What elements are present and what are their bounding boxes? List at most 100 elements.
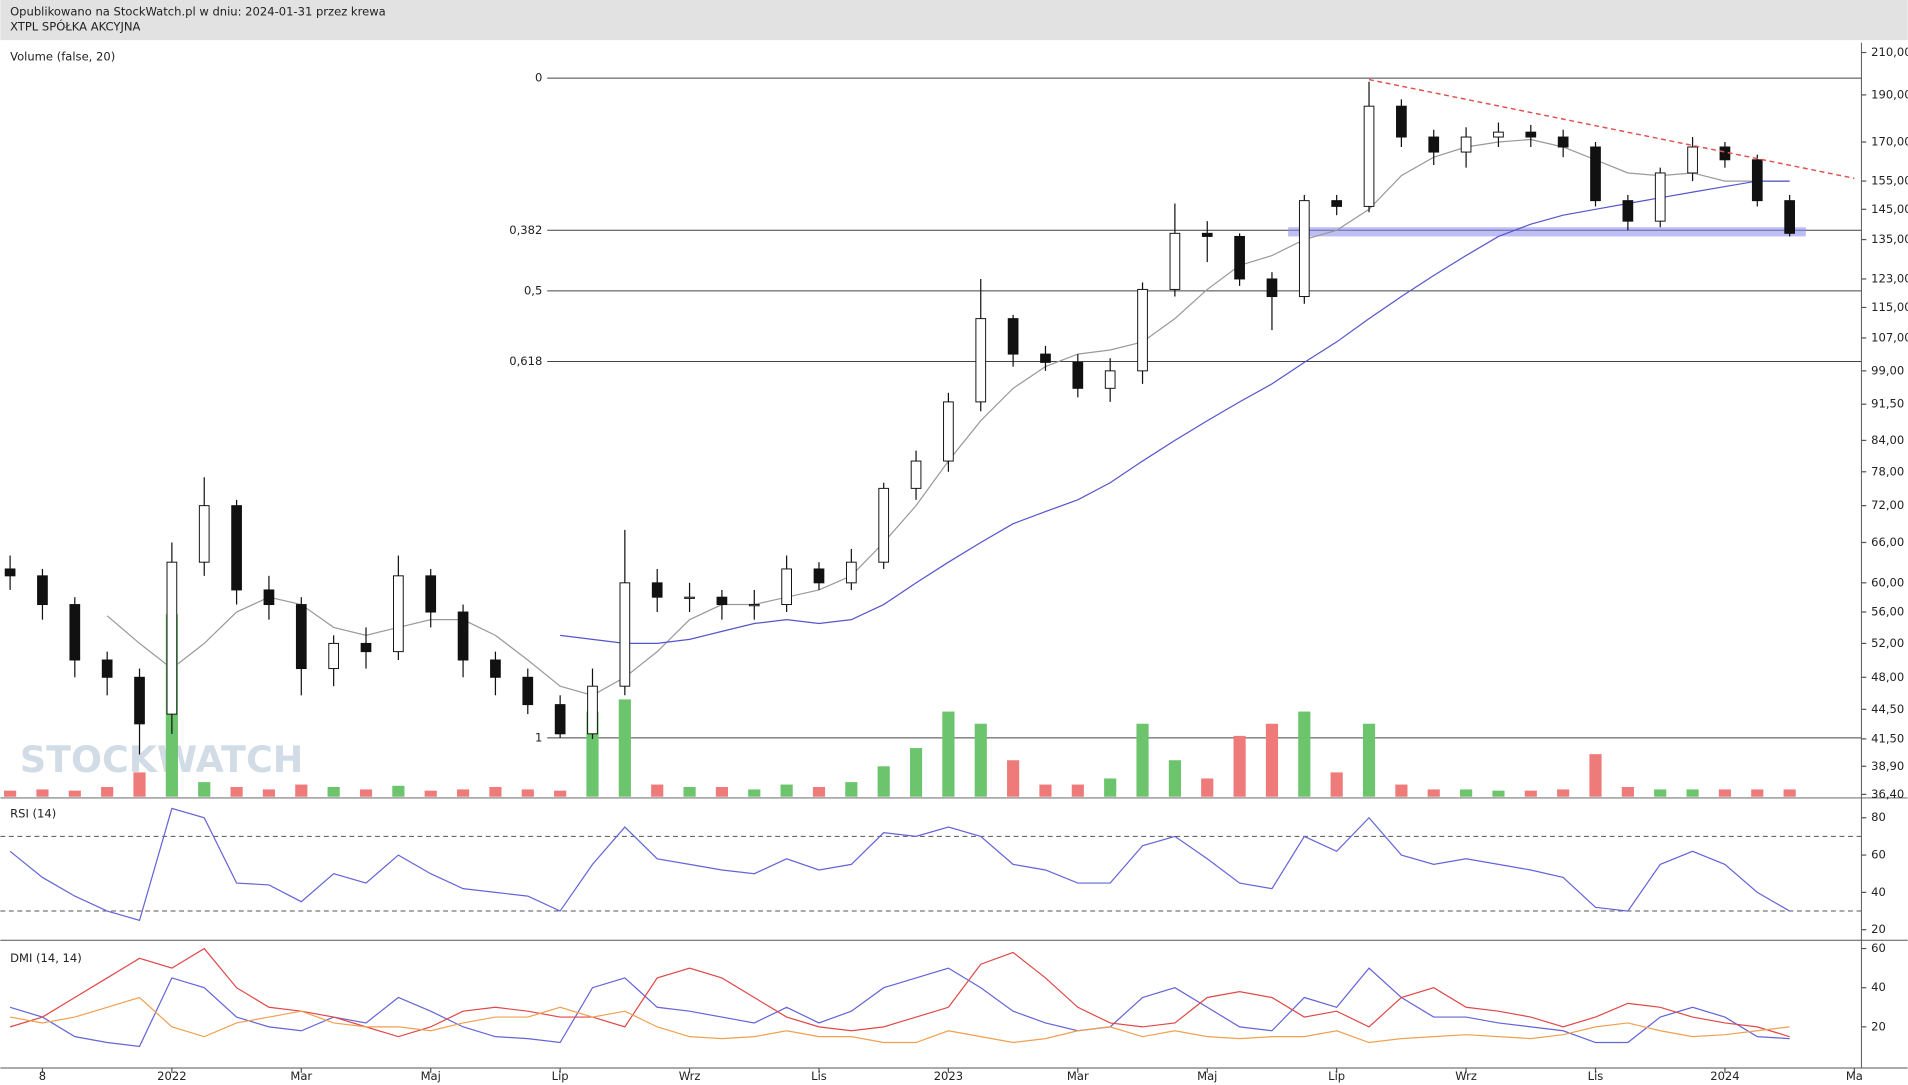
volume-bar (845, 782, 858, 797)
volume-bar (1298, 711, 1311, 797)
volume-bar (1136, 723, 1149, 797)
volume-bar (521, 789, 534, 797)
candle-body (1234, 235, 1245, 280)
volume-bar (456, 789, 470, 797)
y-tick-label: 78,00 (1871, 464, 1904, 478)
candle-body (198, 505, 210, 563)
y-tick-label: 52,00 (1871, 636, 1904, 650)
y-tick-label: 145,00 (1871, 202, 1908, 216)
candle-body (101, 659, 113, 678)
volume-bar (1201, 778, 1214, 797)
fib-label: 0,382 (509, 223, 542, 237)
volume-bar (424, 790, 437, 797)
volume-bar (1524, 790, 1537, 797)
candle-body (587, 685, 598, 735)
x-tick-label: Wrz (1455, 1069, 1477, 1083)
x-tick-label: Mar (1067, 1069, 1089, 1083)
y-tick-label: 38,90 (1871, 759, 1904, 773)
candle-body (1687, 146, 1698, 174)
indicator-line (9, 947, 1790, 1038)
panel-title: DMI (14, 14) (10, 951, 82, 965)
candle-body (166, 561, 178, 715)
panel-title: Volume (false, 20) (10, 50, 115, 64)
volume-bar (1168, 760, 1181, 797)
volume-bar (1395, 784, 1408, 797)
volume-bar (4, 790, 17, 797)
volume-bar (489, 786, 502, 797)
candle-body (263, 589, 275, 606)
fib-label: 1 (535, 730, 542, 744)
volume-bar (1330, 772, 1343, 797)
volume-bar (1718, 789, 1732, 797)
candle-body (1493, 131, 1504, 138)
indicator-line (9, 967, 1790, 1048)
x-tick-label: Maj (1197, 1069, 1217, 1083)
x-tick-label: Lis (811, 1069, 827, 1083)
x-tick-label: Wrz (679, 1069, 701, 1083)
y-tick-label: 60,00 (1871, 575, 1904, 589)
candle-body (490, 659, 501, 678)
y-tick-label: 44,50 (1871, 702, 1904, 716)
y-tick-label: 190,00 (1871, 87, 1908, 101)
candle-body (360, 642, 372, 653)
x-tick-label: Lip (552, 1069, 569, 1083)
fib-label: 0,618 (509, 354, 542, 368)
volume-bar (1007, 760, 1020, 797)
candle-body (813, 568, 825, 584)
y-tick-label: 20 (1871, 1019, 1886, 1033)
volume-bar (554, 790, 567, 797)
candle-body (522, 676, 534, 706)
panel-title: RSI (14) (10, 806, 56, 820)
volume-bar (133, 772, 146, 797)
y-tick-label: 123,00 (1871, 271, 1908, 285)
candle-body (1298, 200, 1310, 298)
moving-average (560, 180, 1790, 645)
volume-bar (909, 748, 923, 797)
candle-body (1622, 200, 1634, 222)
y-tick-label: 80 (1871, 810, 1886, 824)
candle-body (1331, 200, 1343, 207)
x-tick-label: Lis (1588, 1069, 1604, 1083)
volume-bar (618, 699, 631, 797)
y-tick-label: 41,50 (1871, 731, 1904, 745)
y-tick-label: 66,00 (1871, 535, 1904, 549)
volume-bar (1783, 789, 1796, 797)
fib-label: 0 (535, 71, 542, 85)
candle-body (910, 460, 922, 489)
volume-bar (1104, 778, 1117, 797)
y-tick-label: 135,00 (1871, 232, 1908, 246)
y-tick-label: 72,00 (1871, 498, 1904, 512)
volume-bar (1233, 735, 1246, 797)
candle-body (748, 604, 760, 607)
volume-bar (198, 782, 211, 797)
support-zone (1288, 227, 1806, 237)
candle-body (1557, 136, 1569, 148)
volume-bar (942, 711, 955, 797)
y-tick-label: 84,00 (1871, 433, 1904, 447)
volume-bar (1362, 723, 1376, 797)
candle-body (1784, 200, 1795, 234)
y-tick-label: 99,00 (1871, 363, 1904, 377)
indicator-line (9, 807, 1790, 922)
candle-body (975, 318, 987, 403)
volume-bar (683, 786, 696, 797)
volume-bar (1751, 789, 1764, 797)
candle-body (134, 676, 145, 725)
candle-body (1428, 136, 1440, 153)
volume-bar (1460, 789, 1473, 797)
candle-body (619, 582, 631, 687)
candle-body (1169, 232, 1181, 290)
volume-bar (230, 786, 243, 797)
y-tick-label: 40 (1871, 980, 1886, 994)
candle-body (1654, 172, 1666, 222)
volume-bar (359, 789, 373, 797)
x-tick-label: Maj (421, 1069, 441, 1083)
y-tick-label: 48,00 (1871, 670, 1904, 684)
candle-body (1266, 278, 1278, 298)
candle-body (231, 505, 242, 591)
y-tick-label: 56,00 (1871, 605, 1904, 619)
y-tick-label: 20 (1871, 922, 1886, 936)
volume-bar (1039, 784, 1052, 797)
